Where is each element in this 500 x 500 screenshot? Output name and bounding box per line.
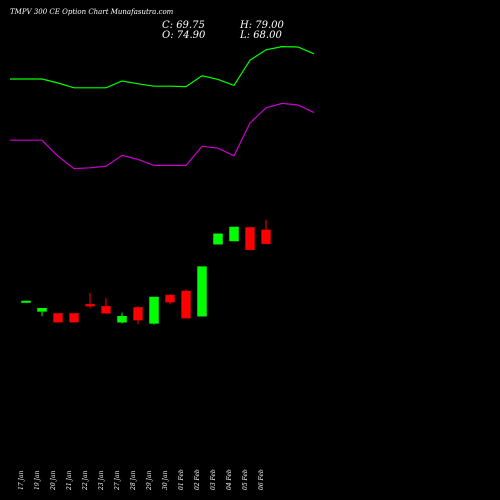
up-candle xyxy=(229,226,239,242)
lower-band-line xyxy=(10,102,315,170)
x-tick-label: 28 Jan xyxy=(130,470,137,491)
up-candle xyxy=(117,315,127,323)
x-tick-label: 19 Jan xyxy=(34,470,41,490)
up-candle xyxy=(37,307,47,312)
x-tick-label: 01 Feb xyxy=(178,469,185,490)
x-tick-label: 20 Jan xyxy=(50,470,57,491)
down-candle xyxy=(165,294,175,303)
upper-band-line xyxy=(10,45,315,89)
down-candle xyxy=(101,305,111,314)
x-tick-label: 06 Feb xyxy=(258,469,265,490)
down-candle xyxy=(245,227,255,251)
x-tick-label: 21 Jan xyxy=(66,470,73,491)
x-tick-label: 30 Jan xyxy=(162,470,169,490)
open-value: O: 74.90 xyxy=(162,30,206,41)
high-value: H: 79.00 xyxy=(240,20,284,31)
down-candle xyxy=(261,229,271,245)
x-tick-label: 29 Jan xyxy=(146,470,153,491)
up-candle xyxy=(197,266,207,317)
x-tick-label: 05 Feb xyxy=(242,469,249,490)
x-tick-label: 27 Jan xyxy=(114,470,121,491)
down-candle xyxy=(133,307,143,321)
down-candle xyxy=(85,303,95,307)
down-candle xyxy=(53,313,63,323)
low-value: L: 68.00 xyxy=(240,30,282,41)
up-candle xyxy=(21,300,31,303)
x-tick-label: 22 Jan xyxy=(82,470,89,491)
close-value: C: 69.75 xyxy=(162,20,205,31)
x-tick-label: 03 Feb xyxy=(210,469,217,490)
up-candle xyxy=(213,233,223,245)
chart-title: TMPV 300 CE Option Chart Munafasutra.com xyxy=(10,8,174,16)
x-tick-label: 23 Jan xyxy=(98,470,105,491)
x-tick-label: 17 Jan xyxy=(18,470,25,490)
up-candle xyxy=(149,296,159,324)
x-tick-label: 02 Feb xyxy=(194,469,201,490)
down-candle xyxy=(181,290,191,319)
x-tick-label: 04 Feb xyxy=(226,469,233,490)
down-candle xyxy=(69,313,79,323)
